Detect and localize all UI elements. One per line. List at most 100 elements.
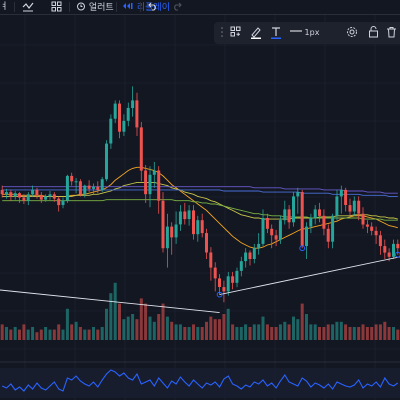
candle-body — [365, 224, 369, 227]
volume-bar — [252, 324, 256, 340]
volume-bar — [48, 329, 52, 340]
candle-body — [157, 170, 161, 201]
brush-icon[interactable] — [250, 26, 262, 40]
candle-body — [218, 278, 221, 287]
line-style-icon — [290, 30, 302, 32]
candle-body — [261, 218, 265, 244]
toolbar-divider — [116, 2, 117, 12]
volume-bar — [205, 321, 208, 340]
candle-body — [287, 209, 291, 223]
candle-body — [187, 210, 191, 219]
volume-bar — [392, 327, 395, 340]
volume-bar — [144, 303, 148, 340]
candle-body — [44, 196, 48, 200]
undo-icon[interactable] — [148, 1, 158, 13]
volume-bar — [235, 327, 239, 340]
candle-body — [318, 209, 321, 216]
text-color-icon[interactable] — [270, 26, 282, 40]
volume-bar — [239, 327, 243, 340]
candle-body — [70, 175, 74, 182]
volume-bar — [157, 314, 161, 340]
grip-icon[interactable] — [220, 26, 224, 40]
volume-bar — [331, 324, 335, 340]
candle-body — [248, 252, 252, 259]
candle-body — [235, 270, 239, 283]
volume-bar — [300, 303, 304, 340]
volume-bar — [209, 316, 213, 340]
volume-bar — [196, 327, 200, 340]
volume-bar — [265, 324, 269, 340]
price-chart[interactable] — [0, 15, 400, 400]
volume-bar — [161, 303, 165, 340]
delete-icon[interactable] — [386, 26, 397, 40]
volume-bar — [270, 327, 274, 340]
candle-body — [18, 193, 21, 198]
candle-body — [192, 210, 195, 235]
candle-body — [126, 107, 130, 121]
layout-grid-icon[interactable] — [51, 1, 62, 13]
volume-bar — [361, 324, 365, 340]
candle-body — [92, 186, 95, 189]
candle-body — [57, 198, 61, 206]
candle-body — [231, 276, 235, 283]
volume-bar — [83, 329, 87, 340]
trendline — [0, 289, 220, 314]
volume-bar — [57, 324, 61, 340]
volume-bar — [26, 329, 30, 340]
candle-body — [292, 196, 295, 223]
candle-body — [348, 205, 352, 212]
lock-icon[interactable] — [368, 26, 379, 40]
volume-bar — [287, 324, 291, 340]
line-style-button[interactable]: 1px — [290, 26, 319, 40]
candle-body — [335, 196, 339, 216]
template-icon[interactable] — [230, 26, 241, 40]
candle-body — [174, 224, 178, 238]
candle-body — [370, 226, 374, 231]
replay-button[interactable]: 리플레이 — [122, 1, 170, 13]
volume-bar — [0, 324, 4, 340]
volume-bar — [370, 327, 374, 340]
toolbar-divider — [14, 2, 15, 12]
line-width-label: 1px — [304, 28, 320, 37]
volume-bar — [9, 329, 13, 340]
candle-body — [35, 189, 39, 196]
toolbar-divider — [140, 2, 141, 12]
candle-body — [378, 235, 382, 247]
candle-body — [283, 209, 287, 221]
settings-icon[interactable] — [346, 26, 358, 40]
candle-body — [361, 213, 365, 225]
candle-body — [357, 200, 361, 214]
indicators-icon[interactable] — [22, 1, 34, 13]
candle-body — [135, 100, 139, 128]
volume-bar — [70, 324, 74, 340]
candle-body — [109, 118, 113, 144]
candle-body — [278, 220, 282, 240]
volume-bar — [244, 324, 248, 340]
candle-body — [61, 200, 65, 205]
volume-bar — [148, 316, 152, 340]
candle-body — [244, 252, 248, 262]
volume-bar — [318, 327, 321, 340]
candle-body — [74, 181, 78, 183]
volume-bar — [257, 324, 261, 340]
candle-body — [26, 194, 30, 201]
volume-bar — [248, 327, 252, 340]
symbol-name[interactable]: ㅕ — [0, 2, 9, 12]
candle-body — [352, 200, 356, 212]
candle-body — [78, 181, 82, 195]
candle-body — [196, 220, 200, 235]
candle-body — [270, 228, 274, 236]
candle-body — [226, 276, 230, 292]
volume-bar — [326, 324, 330, 340]
candle-body — [118, 103, 121, 132]
volume-bar — [278, 324, 282, 340]
candle-body — [83, 185, 87, 195]
chart-grid — [0, 15, 400, 400]
candle-body — [13, 193, 17, 197]
redo-icon[interactable] — [172, 1, 182, 13]
volume-bar — [31, 327, 35, 340]
alert-button[interactable]: 얼러트 — [76, 1, 114, 13]
volume-bar — [218, 319, 221, 340]
candle-body — [313, 209, 317, 218]
replay-label: 리플레이 — [136, 3, 170, 13]
